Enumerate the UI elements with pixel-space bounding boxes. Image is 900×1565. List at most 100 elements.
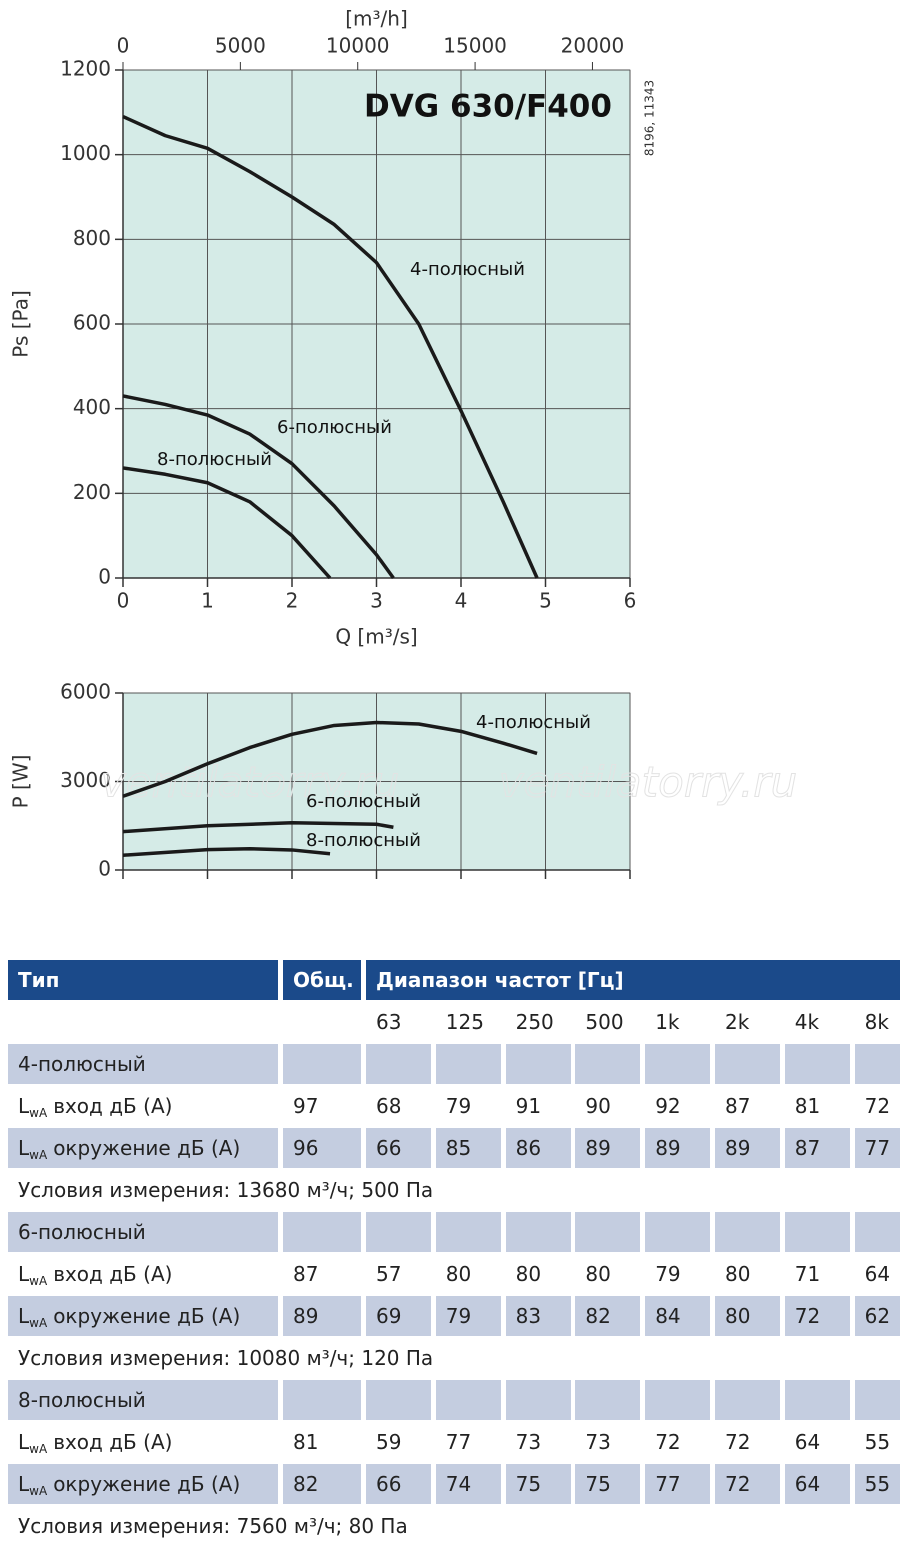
table-cell: 79: [655, 1262, 681, 1286]
table-cell: Условия измерения: 10080 м³/ч; 120 Па: [18, 1346, 434, 1370]
y-tick-label: 400: [73, 395, 111, 419]
table-cell: 68: [376, 1094, 402, 1118]
table-cell: [435, 1380, 501, 1420]
table-cell: 64: [784, 1464, 850, 1504]
curve: [122, 821, 394, 834]
x-tick-label: 1: [201, 589, 214, 613]
row-label-main: L: [18, 1430, 30, 1454]
table-cell: Тип: [8, 960, 278, 1000]
table-cell: 73: [515, 1430, 542, 1454]
table-cell: [283, 1380, 361, 1420]
watermark: ventilatorry.ru: [499, 758, 797, 807]
row-label-rest: окружение дБ (А): [53, 1304, 241, 1328]
table-cell: [505, 1380, 571, 1420]
table-cell: 72: [655, 1430, 681, 1454]
y-tick-label: 1200: [60, 57, 111, 81]
y-tick-label: 3000: [60, 768, 111, 792]
table-cell: 55: [864, 1430, 891, 1454]
row-label-sub: wA: [29, 1274, 48, 1288]
row-label-main: L: [18, 1094, 30, 1118]
table-cell: LwA окружение дБ (А): [8, 1464, 278, 1504]
table-cell: [575, 1212, 641, 1252]
x2-tick-label: 20000: [561, 34, 625, 58]
table-cell: [715, 1044, 780, 1084]
table-cell: 77: [645, 1464, 711, 1504]
table-cell: 82: [283, 1464, 361, 1504]
table-cell: 66: [366, 1464, 431, 1504]
x2-tick-label: 10000: [326, 34, 390, 58]
table-cell: [283, 1044, 361, 1084]
row-label-sub: wA: [29, 1148, 48, 1162]
row-label-main: L: [18, 1472, 30, 1496]
row-label-sub: wA: [29, 1484, 48, 1498]
table-cell: [854, 1212, 900, 1252]
table-cell: 83: [505, 1296, 571, 1336]
table-cell: 81: [794, 1094, 821, 1118]
table-cell: [505, 1044, 571, 1084]
table-cell: 79: [445, 1094, 472, 1118]
table-cell: [366, 1044, 431, 1084]
table-cell: 72: [784, 1296, 850, 1336]
table-cell: [575, 1044, 641, 1084]
table-cell: [784, 1044, 850, 1084]
table-cell: [854, 1044, 900, 1084]
table-cell: [715, 1212, 780, 1252]
table-cell: [784, 1212, 850, 1252]
table-cell: LwA вход дБ (А): [8, 1254, 278, 1294]
table-cell: 96: [283, 1128, 361, 1168]
table-cell: 69: [366, 1296, 431, 1336]
table-cell: [505, 1212, 571, 1252]
table-cell: [854, 1380, 900, 1420]
x2-tick-label: 15000: [443, 34, 507, 58]
table-cell: 1k: [655, 1010, 680, 1034]
table-cell: 87: [725, 1094, 751, 1118]
table-cell: LwA окружение дБ (А): [8, 1296, 278, 1336]
chart-note: 8196, 11343: [643, 80, 657, 156]
table-cell: 80: [585, 1262, 611, 1286]
x-tick-label: 0: [117, 589, 130, 613]
table-cell: 89: [575, 1128, 641, 1168]
table-cell: 73: [585, 1430, 611, 1454]
table-cell: 81: [293, 1430, 319, 1454]
y-tick-label: 200: [73, 480, 111, 504]
table-cell: 80: [445, 1262, 472, 1286]
row-label-rest: вход дБ (А): [53, 1262, 173, 1286]
y-axis-label: Ps [Pa]: [9, 290, 33, 358]
series-label: 4-полюсный: [410, 259, 525, 280]
table-cell: 97: [293, 1094, 319, 1118]
row-label-sub: wA: [29, 1442, 48, 1456]
table-cell: LwA окружение дБ (А): [8, 1128, 278, 1168]
table-cell: Условия измерения: 7560 м³/ч; 80 Па: [18, 1514, 408, 1538]
y-tick-label: 600: [73, 311, 111, 335]
table-cell: [575, 1380, 641, 1420]
curve: [122, 847, 331, 857]
series-label: 8-полюсный: [157, 449, 272, 470]
table-cell: [645, 1380, 711, 1420]
x2-tick-label: 5000: [215, 34, 266, 58]
table-cell: 62: [854, 1296, 900, 1336]
table-cell: 86: [505, 1128, 571, 1168]
row-label-rest: окружение дБ (А): [53, 1136, 241, 1160]
table-cell: 92: [655, 1094, 681, 1118]
table-cell: 8-полюсный: [8, 1380, 278, 1420]
table-cell: 4-полюсный: [8, 1044, 278, 1084]
table-cell: 72: [864, 1094, 891, 1118]
x-tick-label: 3: [370, 589, 383, 613]
table-cell: 59: [376, 1430, 402, 1454]
table-cell: 77: [854, 1128, 900, 1168]
table-cell: 80: [715, 1296, 780, 1336]
table-cell: 125: [445, 1010, 484, 1034]
table-cell: 72: [725, 1430, 751, 1454]
table-cell: [435, 1044, 501, 1084]
table-cell: 85: [435, 1128, 501, 1168]
table-cell: 75: [575, 1464, 641, 1504]
series-label: 6-полюсный: [306, 791, 421, 812]
curve: [122, 394, 395, 580]
table-cell: 8k: [864, 1010, 889, 1034]
table-cell: 80: [515, 1262, 542, 1286]
table-cell: 250: [515, 1010, 554, 1034]
table-cell: Диапазон частот [Гц]: [366, 960, 900, 1000]
table-cell: [645, 1044, 711, 1084]
